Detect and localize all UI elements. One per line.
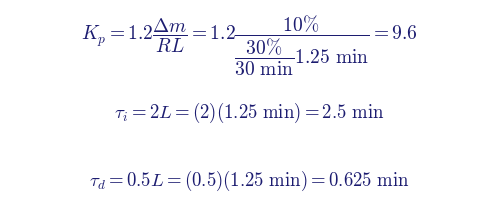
Text: $\tau_d = 0.5L = (0.5)(1.25\ \mathrm{min}) = 0.625\ \mathrm{min}$: $\tau_d = 0.5L = (0.5)(1.25\ \mathrm{min…: [89, 168, 409, 193]
Text: $K_p = 1.2\dfrac{\Delta m}{RL} = 1.2\dfrac{10\%}{\dfrac{30\%}{30\ \mathrm{min}}1: $K_p = 1.2\dfrac{\Delta m}{RL} = 1.2\dfr…: [81, 14, 417, 78]
Text: $\tau_i = 2L = (2)(1.25\ \mathrm{min}) = 2.5\ \mathrm{min}$: $\tau_i = 2L = (2)(1.25\ \mathrm{min}) =…: [114, 101, 384, 126]
